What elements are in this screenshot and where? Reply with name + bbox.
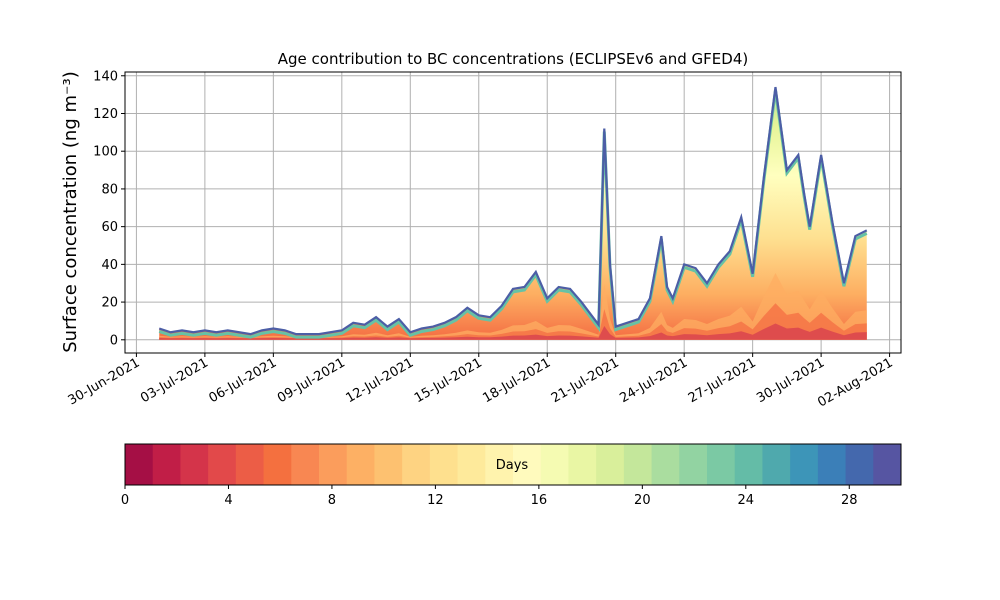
age-band [159, 323, 867, 340]
age-band-rim [158, 89, 868, 339]
colorbar-segment [374, 444, 403, 485]
colorbar-segment [125, 444, 154, 485]
y-axis-label: Surface concentration (ng m⁻³) [60, 71, 81, 353]
colorbar-tick-label: 0 [121, 493, 129, 508]
x-tick-label: 03-Jul-2021 [138, 355, 211, 406]
colorbar-segment [568, 444, 597, 485]
colorbar-label: Days [496, 458, 529, 473]
age-band [159, 303, 867, 340]
y-tick-label: 20 [101, 296, 118, 311]
colorbar-segment [623, 444, 653, 485]
colorbar-segment [762, 444, 791, 485]
colorbar-segment [596, 444, 625, 485]
colorbar-segment [180, 444, 209, 485]
y-tick-label: 80 [101, 182, 118, 197]
colorbar-segment [346, 444, 375, 485]
colorbar-tick-label: 24 [738, 493, 755, 508]
colorbar-segment [152, 444, 181, 485]
colorbar-segment [429, 444, 459, 485]
age-band [159, 272, 867, 340]
colorbar-tick-label: 8 [328, 493, 336, 508]
x-tick-label: 15-Jul-2021 [412, 355, 485, 406]
x-tick-label: 06-Jul-2021 [207, 355, 280, 406]
colorbar-segment [679, 444, 708, 485]
colorbar-segment [734, 444, 763, 485]
x-tick-label: 30-Jun-2021 [66, 355, 143, 408]
colorbar-segment [873, 444, 902, 485]
colorbar-segment [263, 444, 292, 485]
gridlines [125, 72, 901, 353]
chart-title: Age contribution to BC concentrations (E… [278, 50, 749, 68]
x-tick-label: 12-Jul-2021 [343, 355, 416, 406]
area-fill [159, 87, 867, 340]
colorbar-segment [790, 444, 819, 485]
colorbar-segment [651, 444, 680, 485]
plot-frame [124, 71, 902, 354]
plot-area [158, 86, 868, 340]
colorbar-tick-label: 4 [224, 493, 232, 508]
y-tick-label: 120 [93, 107, 118, 122]
x-tick-label: 24-Jul-2021 [617, 355, 690, 406]
colorbar-segment [817, 444, 847, 485]
x-axis: 30-Jun-202103-Jul-202106-Jul-202109-Jul-… [66, 353, 896, 411]
colorbar-segment [291, 444, 320, 485]
y-tick-label: 140 [93, 69, 118, 84]
y-tick-label: 40 [101, 258, 118, 273]
x-tick-label: 21-Jul-2021 [549, 355, 622, 406]
x-tick-label: 18-Jul-2021 [480, 355, 553, 406]
colorbar-segment [319, 444, 348, 485]
total-line [158, 86, 868, 336]
colorbar-segment [402, 444, 431, 485]
colorbar-segment [235, 444, 265, 485]
colorbar-tick-label: 28 [841, 493, 858, 508]
x-tick-label: 09-Jul-2021 [275, 355, 348, 406]
colorbar-tick-label: 20 [634, 493, 651, 508]
y-tick-label: 60 [101, 220, 118, 235]
y-tick-label: 100 [93, 145, 118, 160]
colorbar-tick-label: 16 [531, 493, 548, 508]
colorbar-tick-label: 12 [427, 493, 444, 508]
y-axis: 0 20 40 60 80 100 120 140 [93, 69, 125, 348]
colorbar-segment [485, 444, 514, 485]
colorbar-frame [124, 443, 902, 486]
colorbar-segment [707, 444, 736, 485]
colorbar-segment [208, 444, 237, 485]
colorbar-segment [540, 444, 569, 485]
colorbar-segment [845, 444, 874, 485]
colorbar-segment [457, 444, 486, 485]
y-tick-label: 0 [110, 333, 118, 348]
colorbar: 0 4 8 12 16 20 24 28 [121, 443, 902, 508]
colorbar-segment [513, 444, 542, 485]
x-tick-label: 27-Jul-2021 [686, 355, 759, 406]
x-tick-label: 02-Aug-2021 [815, 355, 895, 410]
